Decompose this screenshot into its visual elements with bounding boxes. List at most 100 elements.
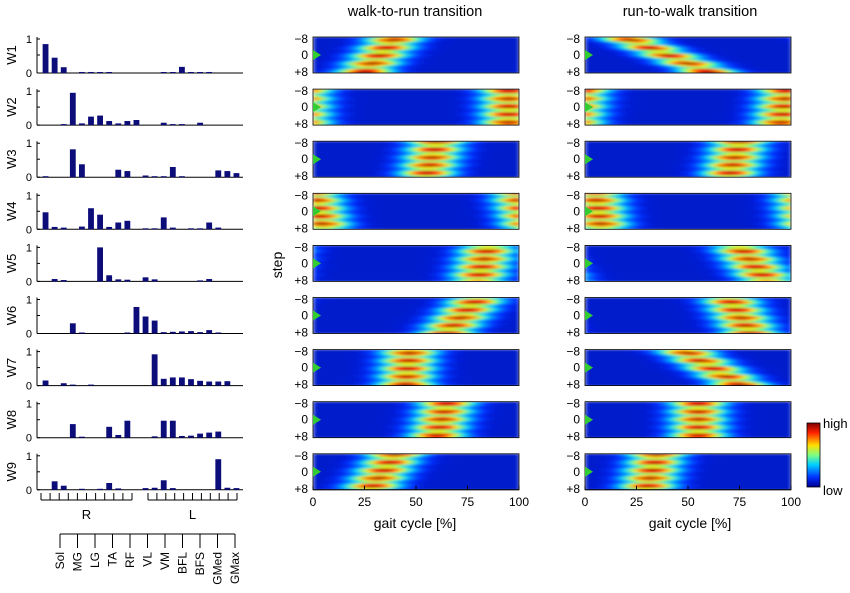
heatmap-cell bbox=[486, 201, 491, 205]
heatmap-cell bbox=[391, 91, 396, 94]
heatmap-cell bbox=[473, 166, 479, 170]
heatmap-cell bbox=[510, 197, 516, 201]
heatmap-cell bbox=[321, 260, 326, 263]
heatmap-cell bbox=[358, 145, 364, 149]
heatmap-cell bbox=[350, 249, 355, 253]
bar bbox=[115, 434, 122, 438]
heatmap-cell bbox=[416, 47, 421, 51]
heatmap-cell bbox=[383, 66, 388, 70]
heatmap-cell bbox=[514, 149, 519, 153]
heatmap-cell bbox=[510, 95, 516, 99]
heatmap-cell bbox=[486, 308, 491, 311]
heatmap-cell bbox=[358, 203, 364, 207]
heatmap-cell bbox=[436, 249, 442, 253]
bar bbox=[142, 488, 149, 490]
heatmap-cell bbox=[362, 70, 368, 73]
heatmap-cell bbox=[313, 245, 318, 249]
heatmap-cell bbox=[486, 210, 491, 213]
heatmap-cell bbox=[502, 299, 508, 303]
heatmap-cell bbox=[506, 225, 512, 228]
heatmap-cell bbox=[416, 43, 421, 47]
heatmap-cell bbox=[444, 279, 450, 282]
heatmap-cell bbox=[432, 305, 438, 309]
heatmap-cell bbox=[506, 210, 512, 213]
heatmap-cell bbox=[378, 275, 384, 278]
heatmap-cell bbox=[436, 147, 442, 151]
heatmap-cell bbox=[354, 249, 359, 253]
heatmap-cell bbox=[481, 110, 487, 113]
heatmap-cell bbox=[354, 62, 359, 66]
heatmap-cell bbox=[325, 253, 331, 257]
heatmap-cell bbox=[407, 262, 413, 266]
heatmap-cell bbox=[317, 166, 322, 170]
heatmap-cell bbox=[514, 301, 519, 305]
heatmap-cell bbox=[436, 53, 442, 57]
heatmap-cell bbox=[469, 153, 475, 157]
heatmap-cell bbox=[383, 220, 388, 224]
heatmap-cell bbox=[325, 225, 331, 228]
heatmap-cell bbox=[465, 310, 471, 313]
heatmap-cell bbox=[374, 225, 380, 228]
heatmap-cell bbox=[432, 272, 438, 276]
heatmap-cell bbox=[411, 270, 417, 274]
heatmap-cell bbox=[506, 305, 512, 309]
heatmap-cell bbox=[387, 220, 392, 224]
heatmap-cell bbox=[510, 220, 516, 224]
heatmap-cell bbox=[448, 120, 454, 124]
heatmap-cell bbox=[486, 258, 491, 261]
heatmap-cell bbox=[350, 58, 355, 61]
heatmap-cell bbox=[317, 66, 322, 70]
heatmap-cell bbox=[436, 170, 442, 174]
heatmap-cell bbox=[341, 249, 347, 253]
heatmap-cell bbox=[399, 49, 405, 53]
heatmap-cell bbox=[461, 103, 467, 107]
heatmap-cell bbox=[506, 255, 512, 259]
heatmap-cell bbox=[337, 249, 343, 253]
heatmap-cell bbox=[354, 156, 359, 159]
heatmap-cell bbox=[407, 268, 413, 272]
heatmap-cell bbox=[313, 253, 318, 257]
heatmap-cell bbox=[461, 60, 467, 64]
heatmap-cell bbox=[370, 62, 376, 66]
heatmap-cell bbox=[436, 270, 442, 274]
heatmap-cell bbox=[510, 247, 516, 251]
heatmap-cell bbox=[432, 91, 438, 94]
heatmap-cell bbox=[313, 227, 318, 230]
heatmap-cell bbox=[436, 199, 442, 203]
heatmap-cell bbox=[469, 43, 475, 47]
heatmap-cell bbox=[440, 49, 446, 53]
heatmap-cell bbox=[453, 89, 458, 92]
heatmap-cell bbox=[387, 270, 392, 274]
heatmap-cell bbox=[420, 199, 425, 203]
heatmap-cell bbox=[411, 47, 417, 51]
heatmap-cell bbox=[453, 201, 458, 205]
heatmap-cell bbox=[477, 164, 483, 168]
heatmap-cell bbox=[370, 208, 376, 211]
heatmap-cell bbox=[432, 201, 438, 205]
heatmap-cell bbox=[387, 249, 392, 253]
heatmap-cell bbox=[448, 266, 454, 270]
heatmap-cell bbox=[494, 172, 499, 176]
heatmap-cell bbox=[494, 260, 499, 263]
heatmap-cell bbox=[341, 227, 347, 230]
heatmap-cell bbox=[481, 164, 487, 168]
heatmap-cell bbox=[407, 53, 413, 57]
heatmap-cell bbox=[461, 262, 467, 266]
heatmap-cell bbox=[506, 227, 512, 230]
heatmap-cell bbox=[403, 222, 409, 226]
bar bbox=[124, 279, 131, 282]
heatmap-cell bbox=[436, 43, 442, 47]
heatmap-cell bbox=[510, 225, 516, 228]
heatmap-cell bbox=[366, 255, 372, 259]
heatmap-cell bbox=[345, 268, 351, 272]
synergy-label-w6: W6 bbox=[4, 306, 19, 326]
heatmap-cell bbox=[510, 227, 516, 230]
heatmap-cell bbox=[358, 156, 364, 159]
heatmap-cell bbox=[354, 210, 359, 213]
heatmap-cell bbox=[341, 43, 347, 47]
heatmap-cell bbox=[502, 120, 508, 124]
heatmap-cell bbox=[383, 195, 388, 199]
heatmap-cell bbox=[444, 141, 450, 144]
heatmap-cell bbox=[444, 253, 450, 257]
heatmap-cell bbox=[436, 266, 442, 270]
